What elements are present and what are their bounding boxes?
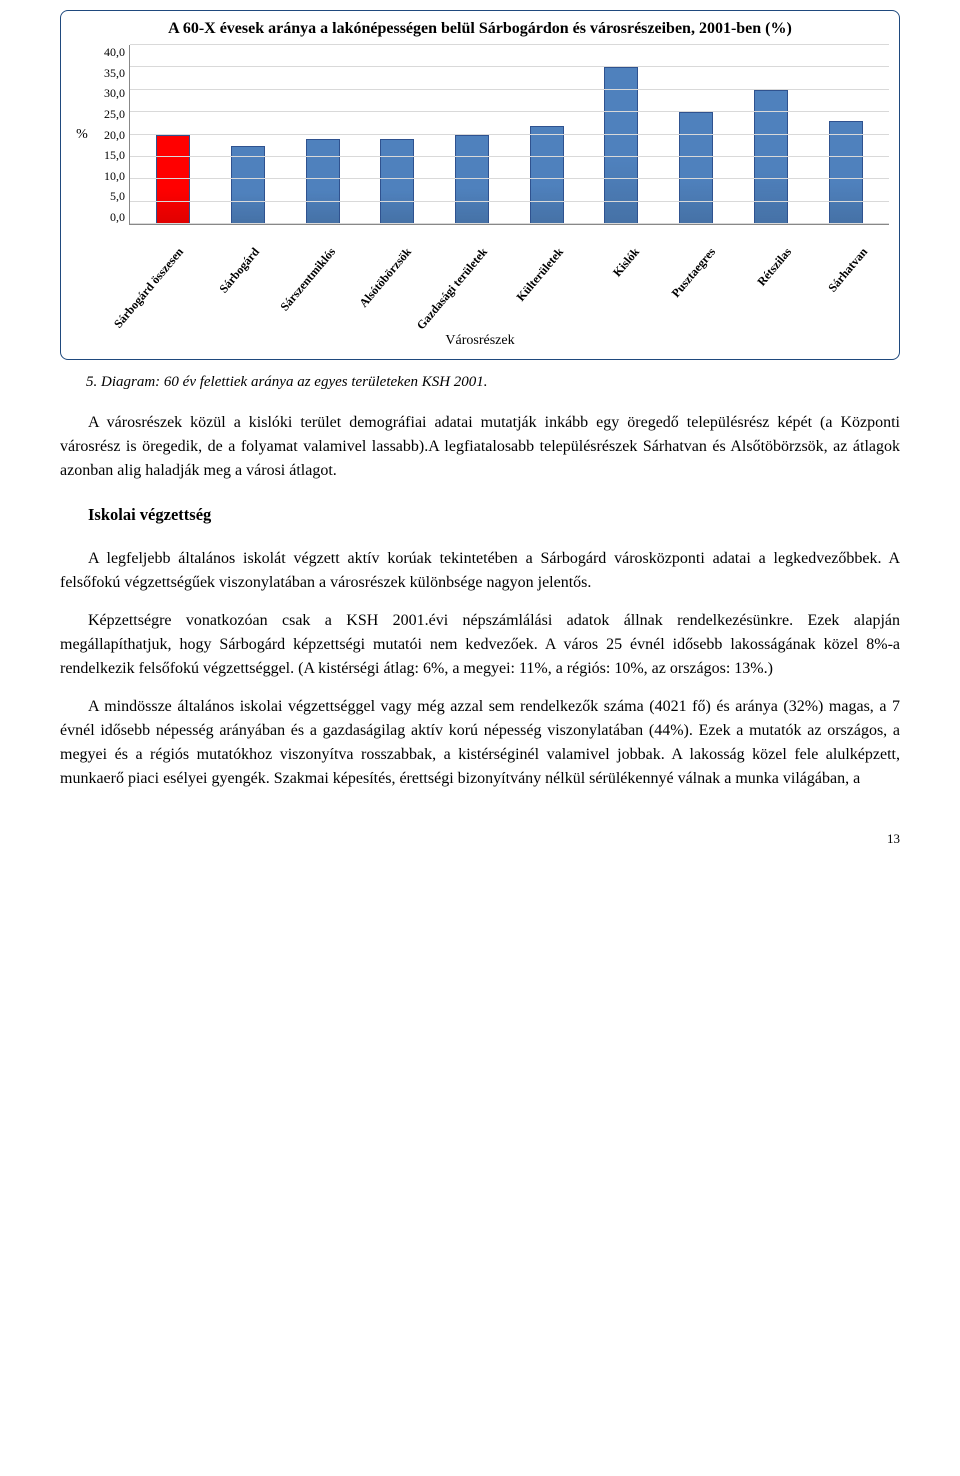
y-tick-label: 20,0 — [104, 128, 125, 143]
x-tick-label: Pusztaegres — [693, 231, 729, 271]
figure-caption: 5. Diagram: 60 év felettiek aránya az eg… — [86, 374, 900, 391]
x-tick-label: Sárbogárd összesen — [161, 231, 197, 271]
x-tick-label: Sárszentmiklós — [313, 231, 349, 271]
paragraph-2: A legfeljebb általános iskolát végzett a… — [60, 547, 900, 595]
page-number: 13 — [60, 831, 900, 847]
bar — [306, 139, 340, 224]
gridline — [130, 156, 889, 157]
gridline — [130, 89, 889, 90]
bar — [455, 135, 489, 225]
x-tick-label: Alsótöbörzsök — [389, 231, 425, 271]
x-tick-label: Kislók — [617, 231, 653, 271]
gridline — [130, 111, 889, 112]
gridline — [130, 178, 889, 179]
y-tick-label: 40,0 — [104, 45, 125, 60]
y-tick-label: 0,0 — [110, 210, 125, 225]
bar — [530, 126, 564, 224]
y-tick-label: 5,0 — [110, 189, 125, 204]
y-tick-label: 35,0 — [104, 66, 125, 81]
y-tick-label: 10,0 — [104, 169, 125, 184]
paragraph-1: A városrészek közül a kislóki terület de… — [60, 411, 900, 483]
y-tick-label: 25,0 — [104, 107, 125, 122]
section-heading-iskolai: Iskolai végzettség — [88, 505, 900, 525]
x-tick-label: Gazdasági területek — [465, 231, 501, 271]
bar — [380, 139, 414, 224]
gridline — [130, 66, 889, 67]
paragraph-4: A mindössze általános iskolai végzettség… — [60, 695, 900, 791]
x-tick-label: Sárbogárd — [237, 231, 273, 271]
x-ticks: Sárbogárd összesen Sárbogárd Sárszentmikló… — [129, 225, 889, 345]
bar — [679, 112, 713, 224]
gridline — [130, 134, 889, 135]
bar — [156, 135, 190, 225]
x-tick-label: Rétszilas — [769, 231, 805, 271]
x-tick-label: Külterületek — [541, 231, 577, 271]
bar — [829, 121, 863, 224]
y-tick-label: 30,0 — [104, 86, 125, 101]
y-ticks: 40,0 35,0 30,0 25,0 20,0 15,0 10,0 5,0 0,0 — [93, 45, 129, 225]
x-tick-label: Sárhatvan — [845, 231, 881, 271]
bar — [231, 146, 265, 224]
gridline — [130, 223, 889, 224]
paragraph-3: Képzettségre vonatkozóan csak a KSH 2001… — [60, 609, 900, 681]
y-axis-label: % — [71, 45, 93, 225]
x-axis-label: Városrészek — [71, 333, 889, 349]
chart-body: % 40,0 35,0 30,0 25,0 20,0 15,0 10,0 5,0 0,0 — [71, 45, 889, 225]
bars-group — [130, 45, 889, 224]
y-tick-label: 15,0 — [104, 148, 125, 163]
gridline — [130, 44, 889, 45]
plot-area — [129, 45, 889, 225]
bar — [754, 90, 788, 224]
chart-container: A 60-X évesek aránya a lakónépességen be… — [60, 10, 900, 360]
gridline — [130, 201, 889, 202]
chart-title: A 60-X évesek aránya a lakónépességen be… — [71, 19, 889, 39]
